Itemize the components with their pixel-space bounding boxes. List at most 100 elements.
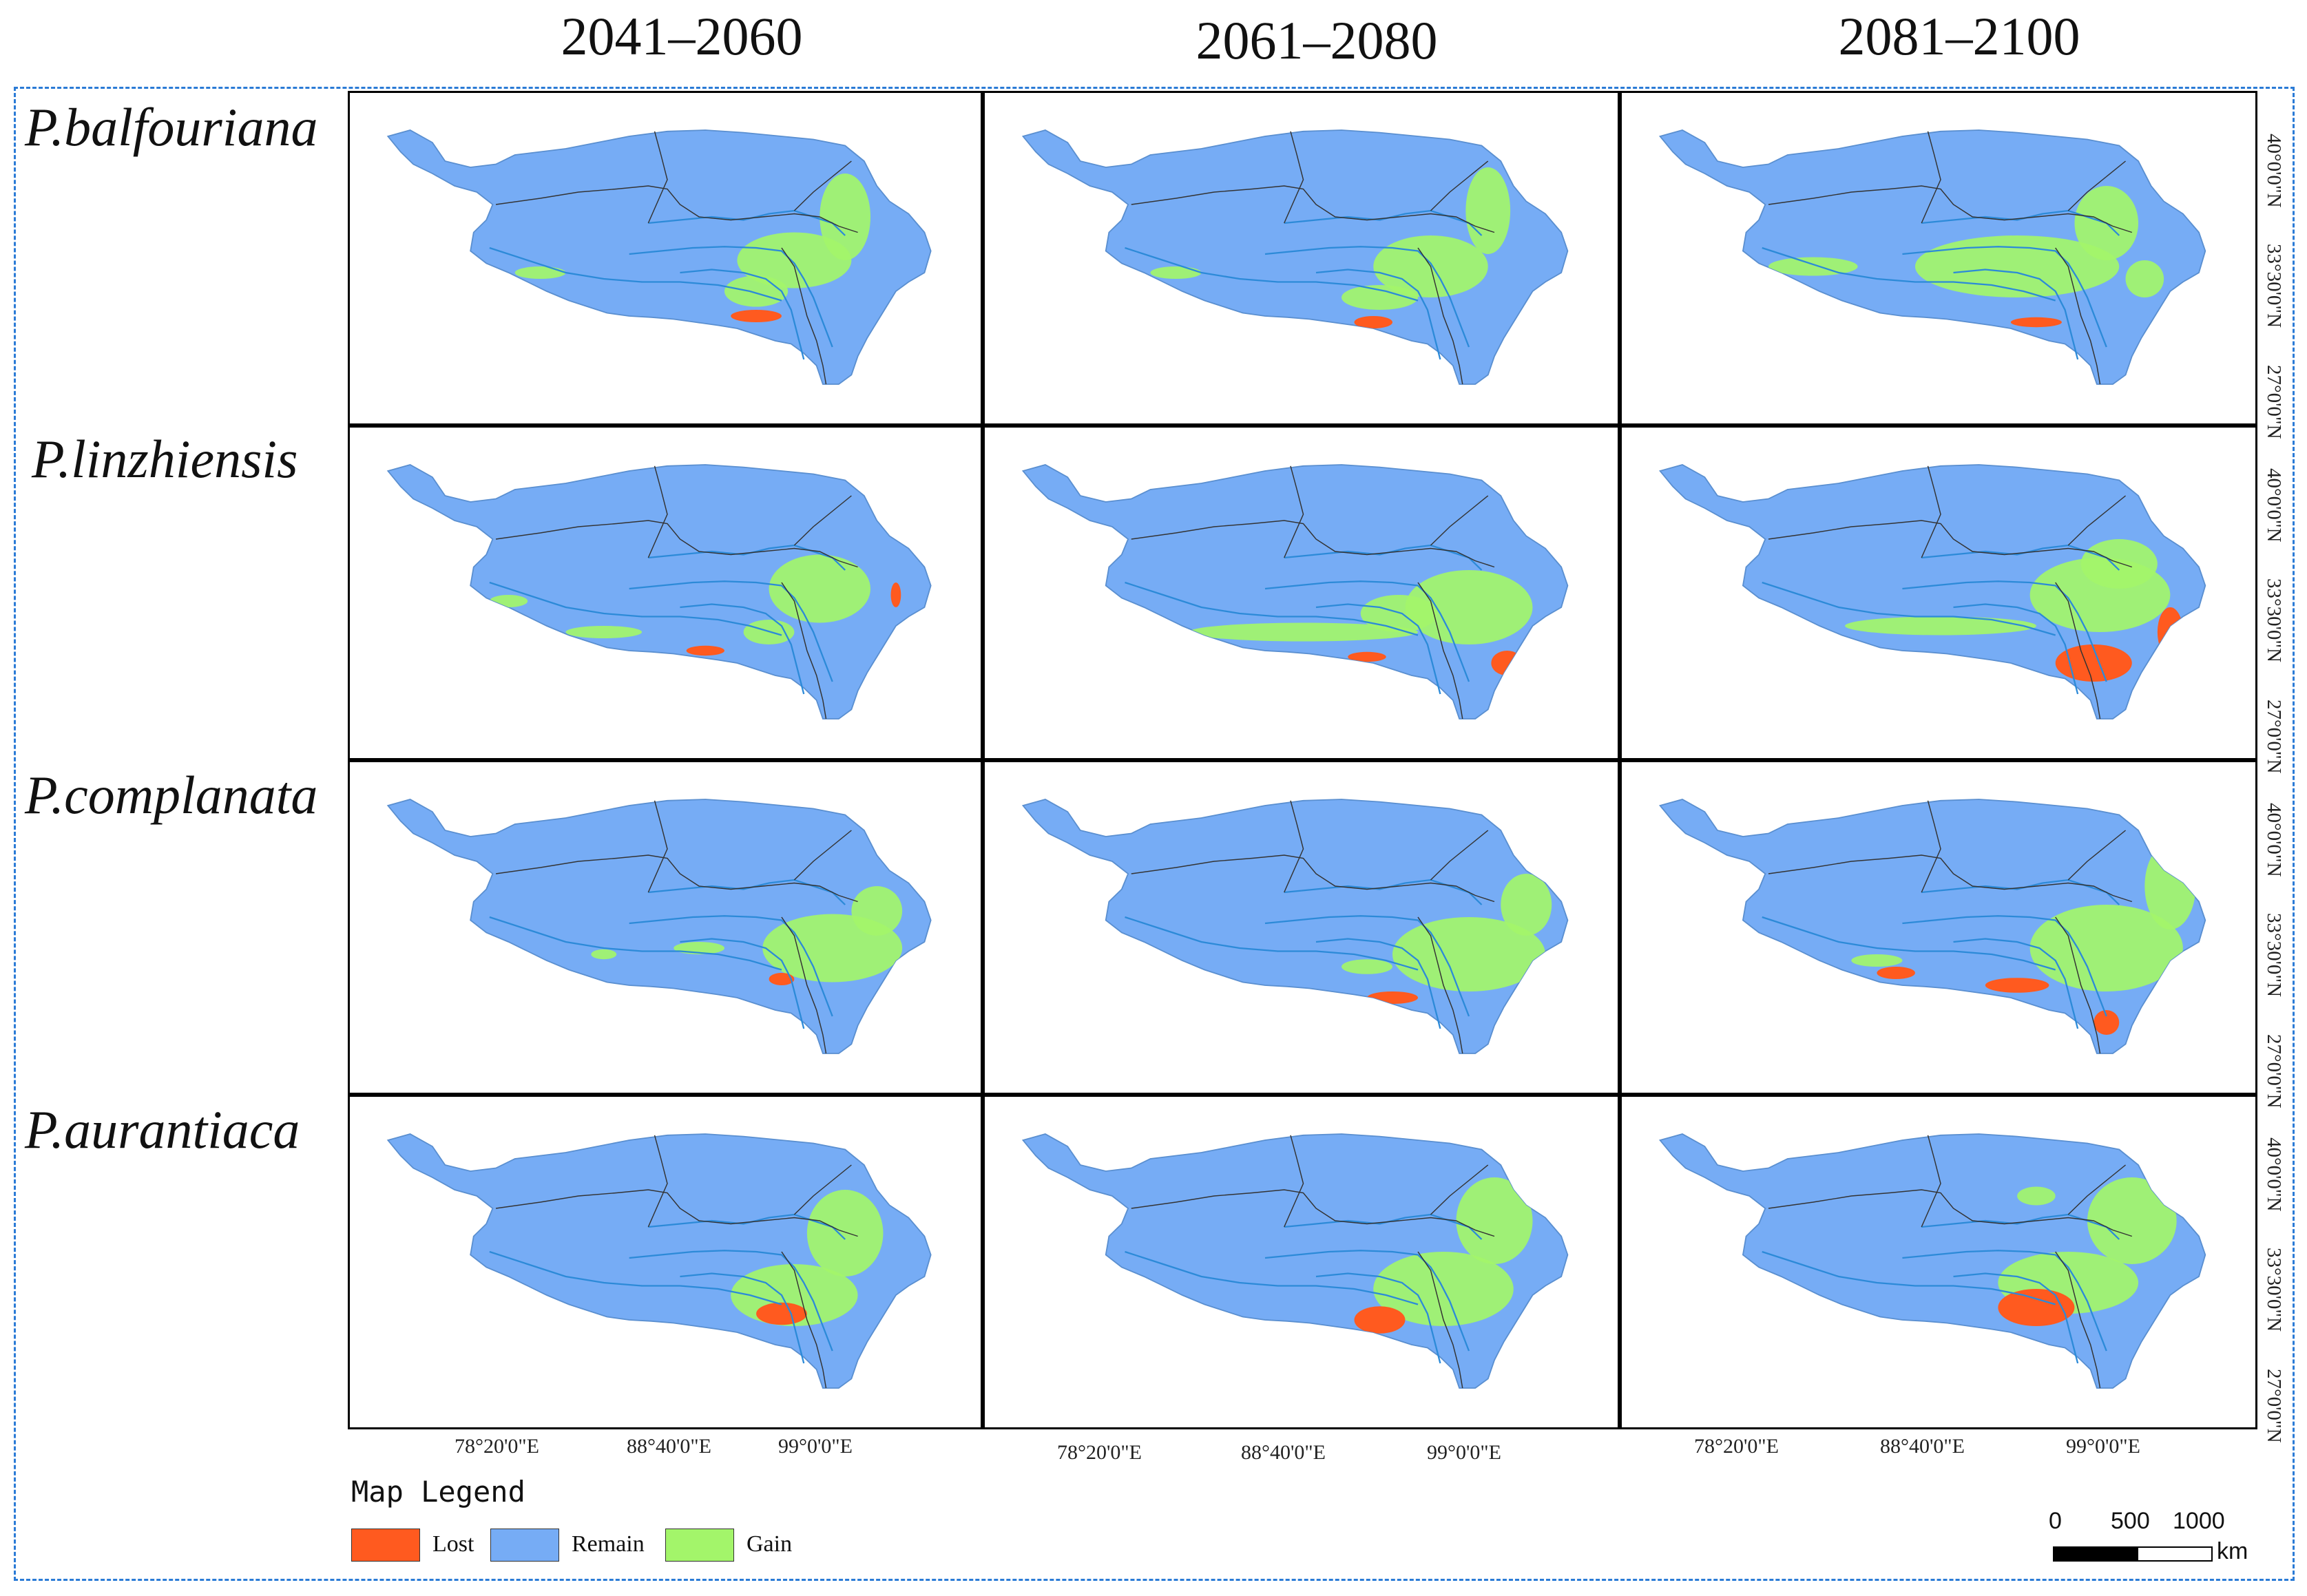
basin-boundary xyxy=(495,854,858,903)
river-line xyxy=(1902,246,2107,348)
lost-area xyxy=(731,310,782,322)
gain-area xyxy=(2125,260,2164,297)
river-line xyxy=(489,916,782,971)
basin-boundary xyxy=(1284,1135,1304,1228)
river-line xyxy=(1953,269,2079,360)
river-line xyxy=(1315,1272,1441,1364)
gain-area xyxy=(1342,285,1418,310)
basin-boundary xyxy=(2055,1251,2101,1389)
gain-area xyxy=(1501,874,1552,936)
gain-area xyxy=(1150,266,1202,279)
scale-segment-white xyxy=(2137,1546,2213,1562)
basin-boundary xyxy=(495,185,858,233)
legend-swatch-remain xyxy=(490,1529,559,1562)
basin-boundary xyxy=(793,1164,852,1215)
river-line xyxy=(1284,1213,1483,1240)
lost-area xyxy=(890,582,901,607)
map-panel-r3-c2 xyxy=(983,760,1620,1095)
remain-area xyxy=(1658,1133,2206,1389)
lost-area xyxy=(1354,1306,1406,1334)
river-line xyxy=(489,581,782,636)
plateau-map xyxy=(1021,464,1569,720)
gain-area xyxy=(1189,622,1418,642)
river-line xyxy=(1953,938,2079,1029)
river-line xyxy=(1953,603,2079,695)
river-line xyxy=(1921,209,2120,236)
lost-area xyxy=(2094,1010,2120,1035)
lost-area xyxy=(1998,1289,2075,1326)
gain-area xyxy=(1360,595,1437,632)
basin-boundary xyxy=(1131,854,1495,903)
river-line xyxy=(1125,246,1419,302)
legend-label-remain: Remain xyxy=(572,1531,645,1557)
gain-area xyxy=(2017,1186,2056,1206)
plateau-map xyxy=(386,464,932,720)
longitude-label: 99°0'0"E xyxy=(1427,1441,1501,1464)
river-line xyxy=(629,1250,833,1352)
basin-boundary xyxy=(1430,830,1489,881)
gain-area xyxy=(591,949,617,960)
plateau-map xyxy=(1021,129,1569,385)
river-line xyxy=(1762,1250,2056,1305)
basin-boundary xyxy=(1430,1164,1489,1215)
river-line xyxy=(1921,544,2120,571)
longitude-label: 78°20'0"E xyxy=(1057,1441,1142,1464)
map-panel-r1-c1 xyxy=(348,91,983,426)
gain-area xyxy=(737,232,852,288)
longitude-label: 99°0'0"E xyxy=(2066,1435,2140,1458)
river-line xyxy=(648,209,846,236)
period-header-1: 2041–2060 xyxy=(561,6,803,66)
scale-tick-500: 500 xyxy=(2111,1508,2150,1534)
scale-tick-0: 0 xyxy=(2049,1508,2062,1534)
latitude-label: 33°30'0"N xyxy=(2263,578,2285,663)
remain-area xyxy=(386,799,932,1054)
basin-boundary xyxy=(1284,800,1304,893)
gain-area xyxy=(2087,1177,2177,1264)
river-line xyxy=(1125,1250,1419,1305)
basin-boundary xyxy=(1768,1189,2133,1237)
gain-area xyxy=(1851,954,1903,967)
latitude-label: 40°0'0"N xyxy=(2263,803,2285,877)
gain-area xyxy=(565,626,643,638)
latitude-label: 40°0'0"N xyxy=(2263,134,2285,208)
latitude-label: 33°30'0"N xyxy=(2263,244,2285,328)
species-label-4: P.aurantiaca xyxy=(25,1100,300,1159)
basin-boundary xyxy=(793,830,852,881)
plateau-map xyxy=(1658,129,2206,385)
basin-boundary xyxy=(647,800,668,893)
map-panel-r1-c3 xyxy=(1620,91,2257,426)
river-line xyxy=(1762,246,2056,302)
river-line xyxy=(680,1272,805,1364)
longitude-label: 78°20'0"E xyxy=(455,1435,539,1458)
river-line xyxy=(1125,581,1419,636)
map-panel-r3-c1 xyxy=(348,760,983,1095)
gain-area xyxy=(514,266,566,279)
lost-area xyxy=(1491,651,1523,675)
remain-area xyxy=(1021,799,1569,1054)
river-line xyxy=(648,879,846,905)
lost-area xyxy=(1348,651,1386,662)
lost-area xyxy=(756,1302,807,1325)
basin-boundary xyxy=(1417,582,1463,720)
map-panel-r3-c3 xyxy=(1620,760,2257,1095)
latitude-label: 27°0'0"N xyxy=(2263,1034,2285,1109)
river-line xyxy=(1315,603,1441,695)
basin-boundary xyxy=(2055,247,2101,385)
river-line xyxy=(1264,246,1470,348)
plateau-map xyxy=(1021,799,1569,1054)
plateau-map xyxy=(1658,464,2206,720)
longitude-label: 99°0'0"E xyxy=(778,1435,853,1458)
river-line xyxy=(489,246,782,302)
basin-boundary xyxy=(2067,160,2127,211)
longitude-label: 88°40'0"E xyxy=(1241,1441,1326,1464)
river-line xyxy=(629,246,833,348)
basin-boundary xyxy=(781,916,827,1054)
latitude-label: 27°0'0"N xyxy=(2263,700,2285,774)
scale-bar: 0 500 1000 km xyxy=(2049,1508,2248,1584)
river-line xyxy=(1953,1272,2079,1364)
plateau-map xyxy=(386,1133,932,1389)
latitude-label: 40°0'0"N xyxy=(2263,468,2285,543)
river-line xyxy=(680,269,805,360)
basin-boundary xyxy=(2067,1164,2127,1215)
river-line xyxy=(1284,879,1483,905)
